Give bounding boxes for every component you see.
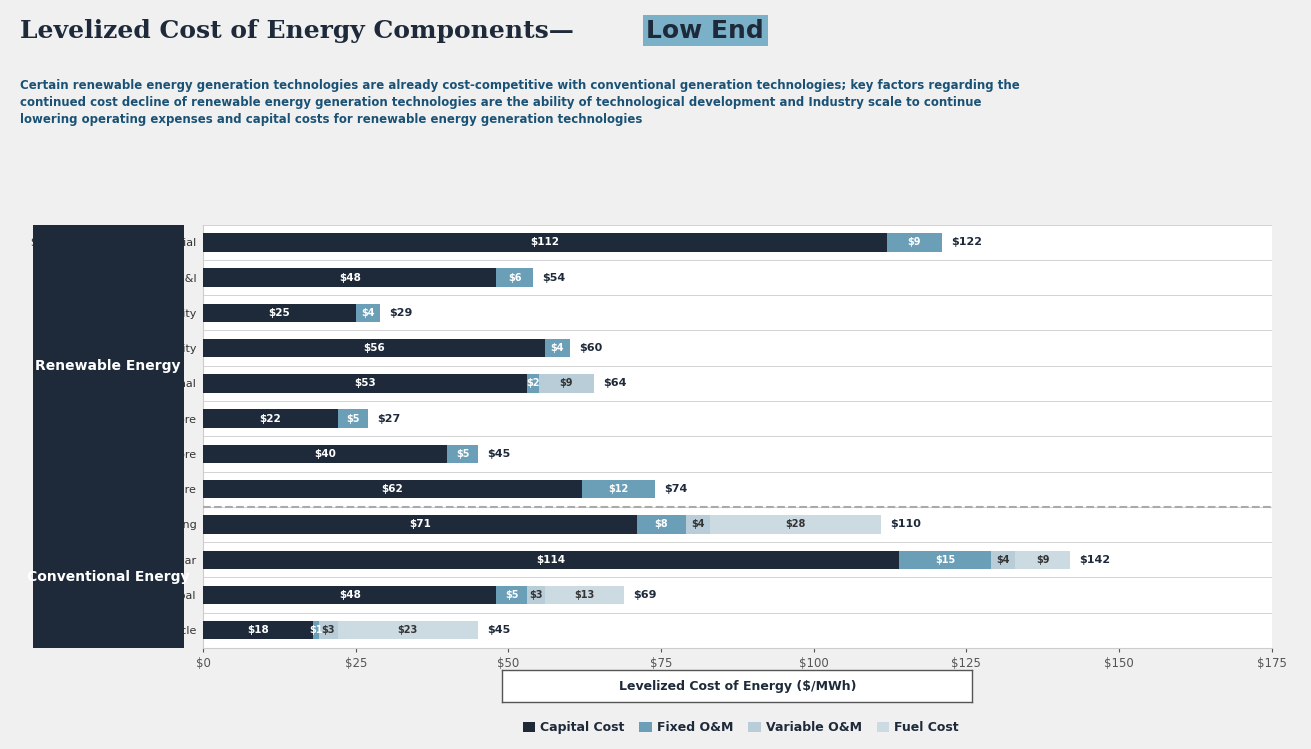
Text: Levelized Cost of Energy ($/MWh): Levelized Cost of Energy ($/MWh)	[619, 679, 856, 693]
Text: $142: $142	[1079, 555, 1110, 565]
Text: $22: $22	[260, 413, 282, 424]
Text: $64: $64	[603, 378, 627, 389]
Text: $4: $4	[551, 343, 564, 353]
Bar	[203, 551, 899, 569]
Text: $122: $122	[952, 237, 982, 247]
Text: $48: $48	[338, 273, 361, 282]
Bar	[203, 233, 888, 252]
Bar	[527, 374, 539, 392]
Bar	[899, 551, 991, 569]
Text: Renewable Energy: Renewable Energy	[35, 359, 181, 373]
Text: $60: $60	[578, 343, 602, 353]
Text: $4: $4	[691, 520, 704, 530]
Legend: Capital Cost, Fixed O&M, Variable O&M, Fuel Cost: Capital Cost, Fixed O&M, Variable O&M, F…	[518, 716, 964, 739]
Text: $29: $29	[389, 308, 413, 318]
Bar	[545, 339, 569, 357]
Bar	[203, 303, 355, 322]
Text: $40: $40	[315, 449, 336, 459]
Bar	[545, 586, 624, 604]
Text: $5: $5	[346, 413, 359, 424]
Text: $45: $45	[488, 449, 510, 459]
Text: $62: $62	[382, 484, 404, 494]
Bar	[319, 621, 337, 640]
Text: $25: $25	[269, 308, 291, 318]
Text: $45: $45	[488, 625, 510, 635]
Bar	[991, 551, 1015, 569]
Bar	[582, 480, 656, 498]
Text: $1: $1	[309, 625, 323, 635]
Text: $9: $9	[907, 237, 922, 247]
Text: $9: $9	[560, 378, 573, 389]
Text: $5: $5	[505, 590, 518, 600]
Text: $28: $28	[785, 520, 806, 530]
Text: $8: $8	[654, 520, 667, 530]
Bar	[711, 515, 881, 533]
Bar	[497, 268, 532, 287]
Bar	[539, 374, 594, 392]
Text: $48: $48	[338, 590, 361, 600]
Bar	[888, 233, 943, 252]
Text: $13: $13	[574, 590, 595, 600]
Bar	[203, 621, 313, 640]
Bar	[337, 410, 368, 428]
Text: $56: $56	[363, 343, 385, 353]
Text: $4: $4	[996, 555, 1009, 565]
Bar	[686, 515, 711, 533]
Text: $69: $69	[633, 590, 657, 600]
Bar	[203, 268, 497, 287]
Bar	[203, 445, 447, 463]
Text: $27: $27	[378, 413, 400, 424]
Text: $6: $6	[507, 273, 522, 282]
Text: $54: $54	[541, 273, 565, 282]
Text: Certain renewable energy generation technologies are already cost-competitive wi: Certain renewable energy generation tech…	[20, 79, 1020, 126]
Bar	[637, 515, 686, 533]
Text: $9: $9	[1036, 555, 1050, 565]
Bar	[313, 621, 319, 640]
Text: $23: $23	[397, 625, 418, 635]
Bar	[497, 586, 527, 604]
Text: $18: $18	[248, 625, 269, 635]
Text: $3: $3	[321, 625, 336, 635]
Bar	[355, 303, 380, 322]
Text: $4: $4	[362, 308, 375, 318]
Text: $71: $71	[409, 520, 431, 530]
Text: $2: $2	[526, 378, 540, 389]
Text: $110: $110	[890, 520, 920, 530]
Text: $53: $53	[354, 378, 376, 389]
Bar	[203, 339, 545, 357]
Bar	[1015, 551, 1070, 569]
Text: Levelized Cost of Energy Components—: Levelized Cost of Energy Components—	[20, 19, 573, 43]
Bar	[203, 374, 527, 392]
Text: $12: $12	[608, 484, 628, 494]
Bar	[203, 480, 582, 498]
Text: $5: $5	[456, 449, 469, 459]
Text: $112: $112	[531, 237, 560, 247]
Text: $74: $74	[665, 484, 687, 494]
Bar	[203, 410, 337, 428]
Bar	[447, 445, 479, 463]
Text: Low End: Low End	[646, 19, 764, 43]
Bar	[203, 586, 497, 604]
Text: $114: $114	[536, 555, 566, 565]
Bar	[527, 586, 545, 604]
Text: $3: $3	[530, 590, 543, 600]
Text: $15: $15	[935, 555, 956, 565]
Bar	[203, 515, 637, 533]
Bar	[337, 621, 479, 640]
Text: Conventional Energy: Conventional Energy	[28, 570, 189, 584]
